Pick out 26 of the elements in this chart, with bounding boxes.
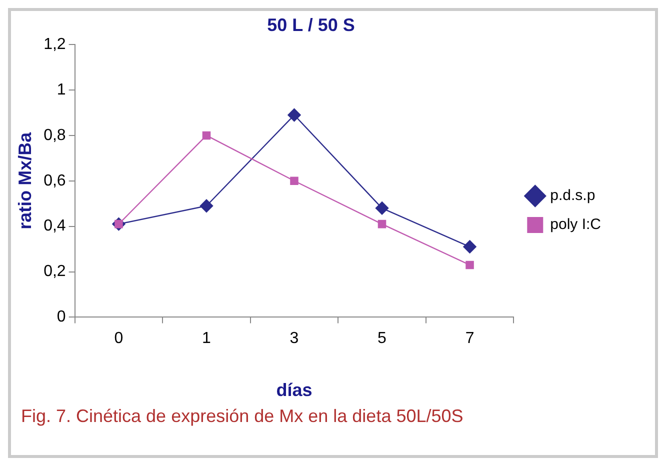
y-tick-label: 1,2 — [44, 36, 66, 54]
caption: Fig. 7. Cinética de expresión de Mx en la dieta 50L/50S — [20, 406, 464, 427]
x-tick-label: 3 — [290, 330, 299, 348]
y-tick-label: 0,4 — [44, 218, 66, 235]
x-tick-label: 1 — [202, 330, 212, 348]
point — [463, 240, 476, 254]
x-tick-label: 5 — [378, 330, 387, 348]
y-tick-label: 0 — [56, 308, 66, 326]
point — [202, 131, 211, 140]
point — [375, 202, 389, 215]
point — [288, 108, 301, 122]
chart-title: 50 L / 50 S — [267, 14, 355, 35]
y-axis-title: ratio Mx/Ba — [14, 131, 35, 230]
y-tick-label: 0,6 — [44, 172, 66, 190]
x-tick-label: 7 — [465, 330, 474, 348]
point — [290, 176, 298, 186]
y-tick-label: 1 — [56, 81, 66, 98]
y-tick-label: 0,2 — [44, 263, 66, 280]
point — [466, 260, 474, 270]
x-tick-label: 0 — [114, 330, 124, 348]
legend-label: p.d.s.p — [550, 187, 596, 204]
legend-label: poly I:C — [550, 216, 602, 234]
y-tick-label: 0,8 — [44, 126, 66, 144]
x-axis-title: días — [276, 380, 312, 400]
point — [378, 220, 386, 228]
point — [200, 199, 214, 212]
